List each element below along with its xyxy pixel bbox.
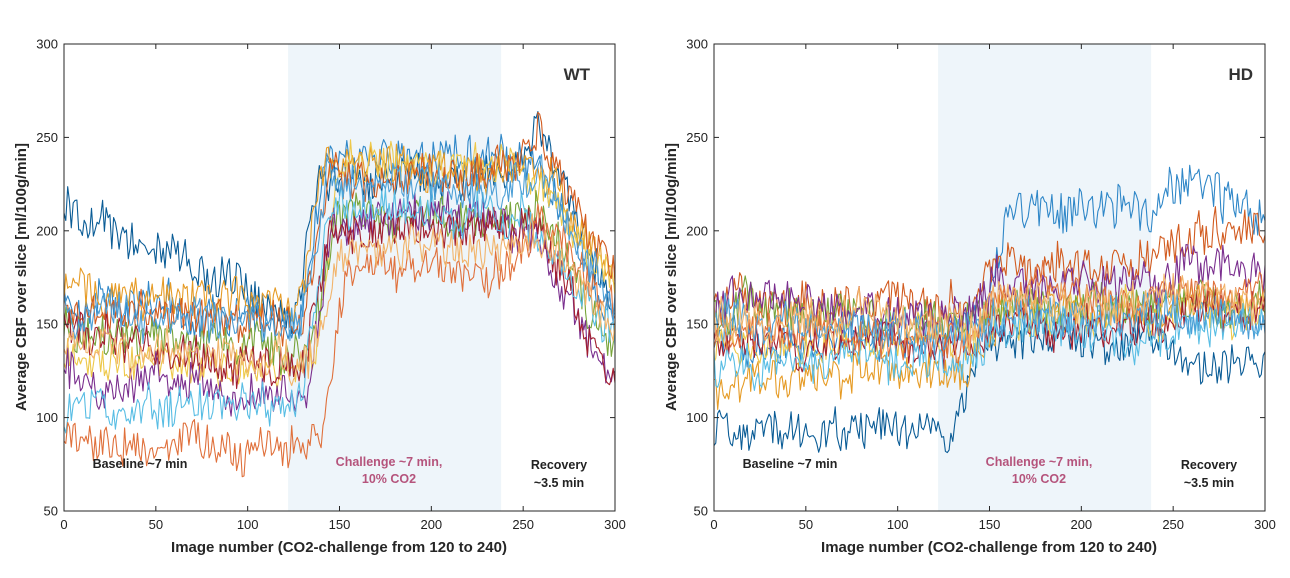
- x-tick-label: 300: [1254, 517, 1276, 532]
- challenge-label-line1: Challenge ~7 min,: [986, 455, 1093, 469]
- x-tick-label: 100: [237, 517, 259, 532]
- recovery-label-line1: Recovery: [1181, 458, 1237, 472]
- challenge-label-line2: 10% CO2: [1012, 472, 1066, 486]
- challenge-label-line2: 10% CO2: [362, 472, 416, 486]
- x-tick-label: 300: [604, 517, 626, 532]
- y-tick-label: 200: [36, 223, 58, 238]
- x-tick-label: 150: [329, 517, 351, 532]
- x-axis-label: Image number (CO2-challenge from 120 to …: [821, 539, 1157, 556]
- y-tick-label: 50: [694, 504, 708, 519]
- series-line-12: [63, 213, 616, 387]
- y-tick-label: 250: [686, 130, 708, 145]
- y-axis-label: Average CBF over slice [ml/100g/min]: [13, 143, 30, 411]
- baseline-label: Baseline ~7 min: [93, 457, 188, 471]
- y-tick-label: 200: [686, 223, 708, 238]
- y-axis-ticks: 50 100 150 200 250 300: [686, 37, 1265, 519]
- y-tick-label: 300: [36, 37, 58, 52]
- series-line-5: [713, 206, 1266, 332]
- x-axis-ticks: 0 50 100 150 200 250 300: [60, 44, 626, 532]
- x-axis-ticks: 0 50 100 150 200 250 300: [710, 44, 1276, 532]
- series-line-12: [713, 272, 1266, 354]
- x-tick-label: 250: [512, 517, 534, 532]
- y-tick-label: 100: [686, 410, 708, 425]
- y-tick-label: 300: [686, 37, 708, 52]
- y-tick-label: 150: [686, 317, 708, 332]
- x-tick-label: 50: [149, 517, 163, 532]
- x-tick-label: 200: [420, 517, 442, 532]
- x-tick-label: 100: [887, 517, 909, 532]
- panel-title: WT: [564, 65, 591, 84]
- y-tick-label: 100: [36, 410, 58, 425]
- panel-title: HD: [1228, 65, 1253, 84]
- series-line-11: [63, 154, 616, 345]
- y-tick-label: 250: [36, 130, 58, 145]
- series-line-10: [63, 203, 616, 478]
- series-line-9: [63, 184, 616, 434]
- x-axis-label: Image number (CO2-challenge from 120 to …: [171, 539, 507, 556]
- recovery-label-line1: Recovery: [531, 458, 587, 472]
- x-tick-label: 50: [799, 517, 813, 532]
- series-lines: [713, 164, 1266, 454]
- series-line-11: [713, 289, 1266, 356]
- y-axis-label: Average CBF over slice [ml/100g/min]: [663, 143, 680, 411]
- baseline-label: Baseline ~7 min: [743, 457, 838, 471]
- y-tick-label: 50: [44, 504, 58, 519]
- recovery-label-line2: ~3.5 min: [534, 476, 584, 490]
- series-line-5: [63, 111, 616, 347]
- y-tick-label: 150: [36, 317, 58, 332]
- series-line-3: [63, 143, 616, 323]
- y-axis-ticks: 50 100 150 200 250 300: [36, 37, 615, 519]
- x-tick-label: 0: [60, 517, 67, 532]
- series-lines: [63, 110, 616, 478]
- x-tick-label: 0: [710, 517, 717, 532]
- x-tick-label: 150: [979, 517, 1001, 532]
- x-tick-label: 200: [1070, 517, 1092, 532]
- challenge-label-line1: Challenge ~7 min,: [336, 455, 443, 469]
- challenge-shade: [938, 44, 1152, 511]
- series-line-3: [714, 281, 1266, 410]
- recovery-label-line2: ~3.5 min: [1184, 476, 1234, 490]
- series-line-8: [63, 206, 616, 390]
- x-tick-label: 250: [1162, 517, 1184, 532]
